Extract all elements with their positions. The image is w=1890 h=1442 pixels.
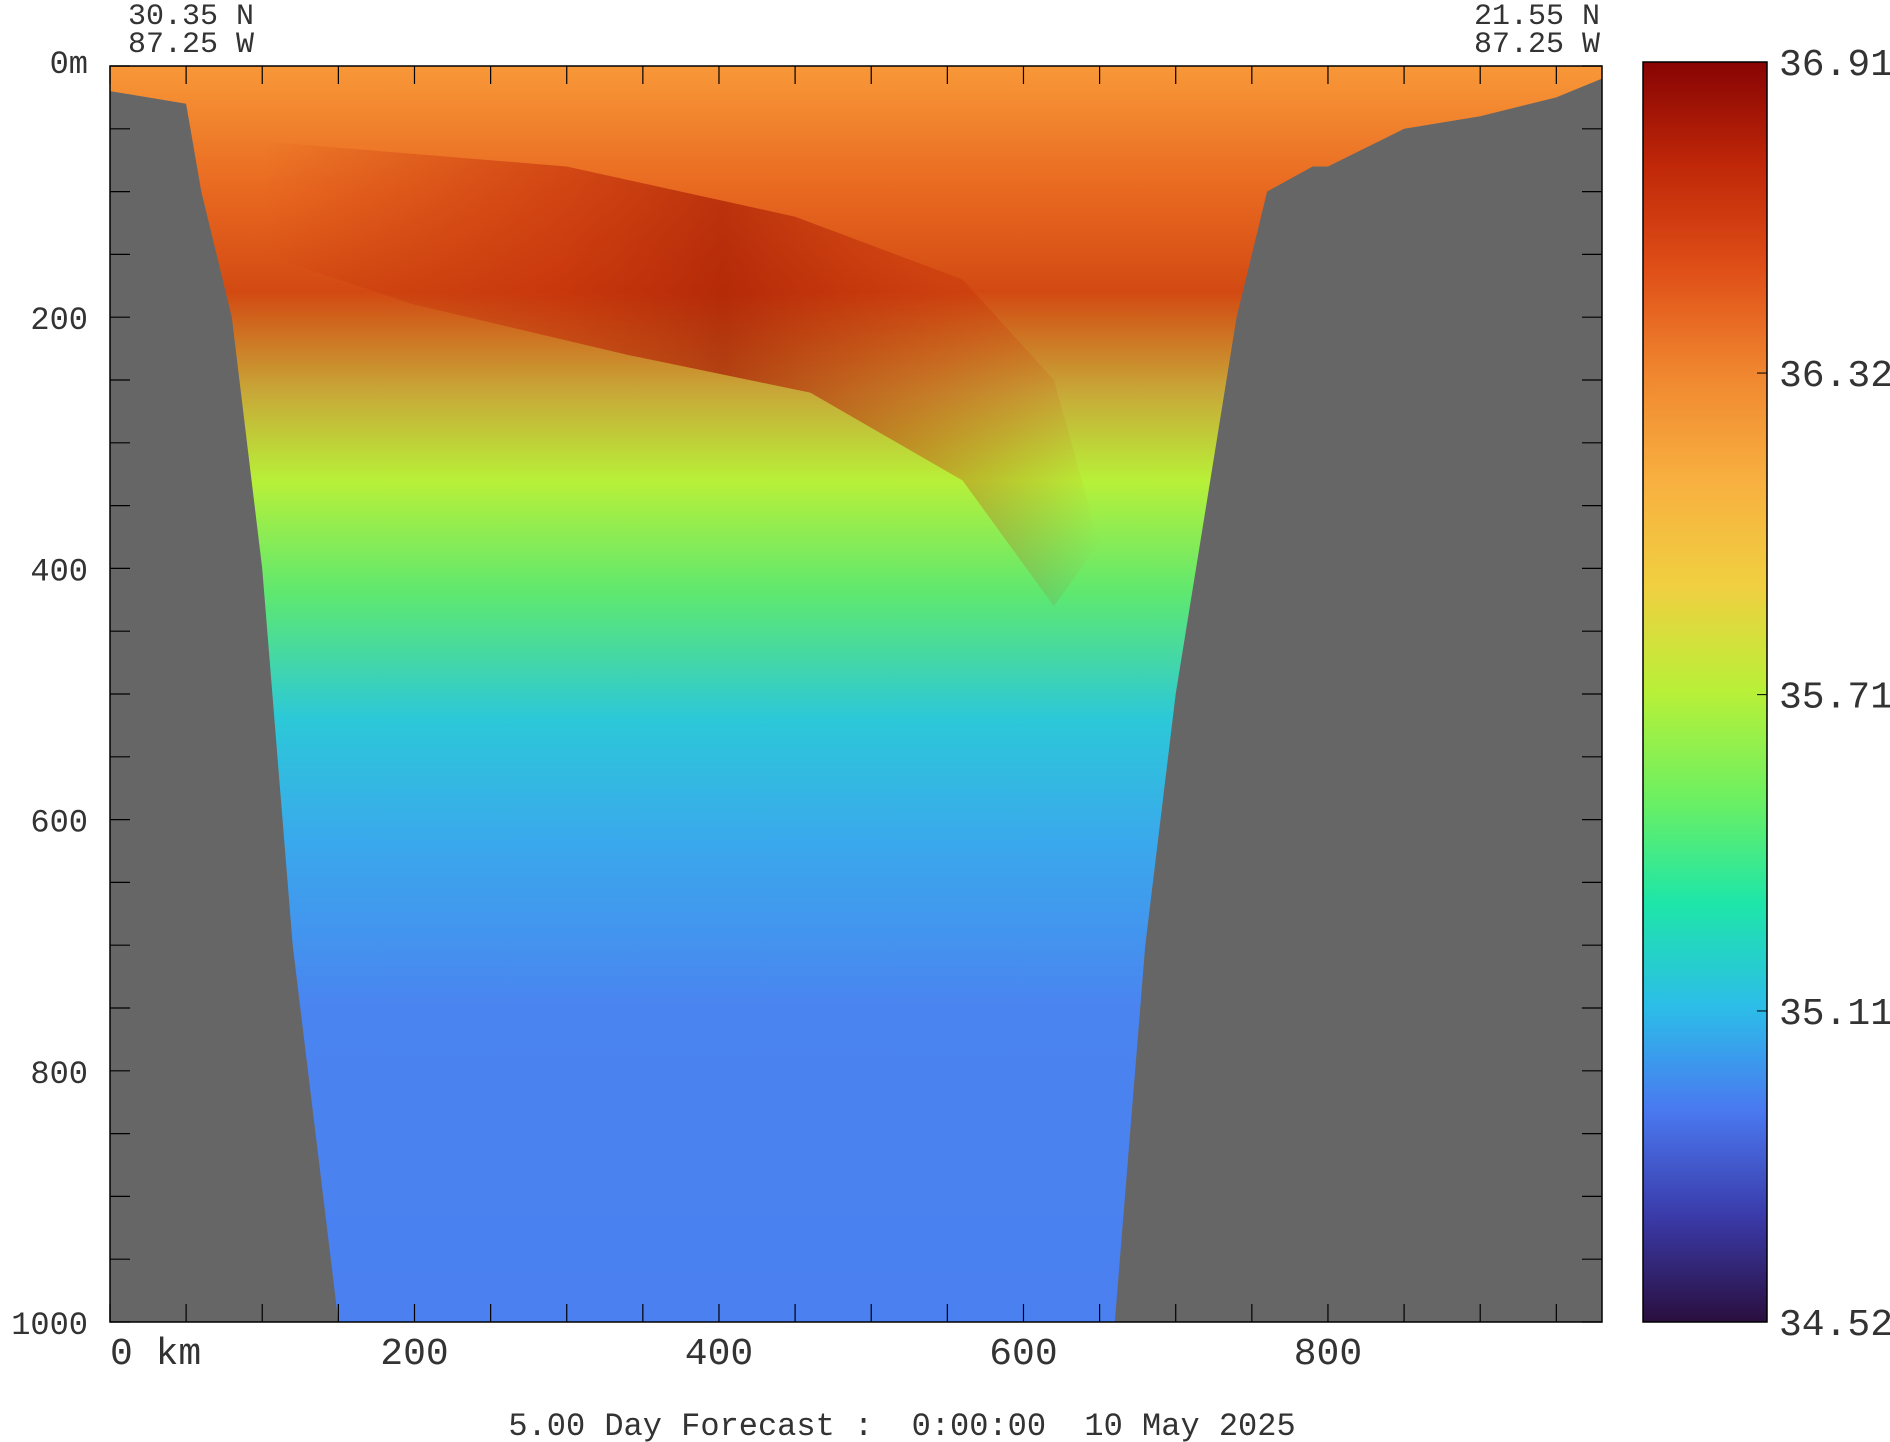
high-salinity-core (262, 141, 1100, 607)
x-tick-label: 600 (989, 1333, 1057, 1376)
y-tick-label: 600 (30, 805, 88, 842)
start-longitude-label: 87.25 W (128, 28, 254, 62)
land-mask-right (1114, 78, 1602, 1322)
colorbar-tick-label: 35.11 (1779, 993, 1890, 1036)
colorbar-tick-label: 34.52 (1779, 1304, 1890, 1347)
y-axis: 0m 200 400 600 800 1000 (11, 46, 1602, 1344)
x-axis: 0 km 200 400 600 800 (109, 66, 1557, 1376)
y-tick-label: 0m (50, 46, 88, 83)
colorbar-tick-label: 35.71 (1779, 677, 1890, 720)
colorbar-labels: 36.91 36.32 35.71 35.11 34.52 (1757, 44, 1890, 1347)
x-tick-label: 800 (1294, 1333, 1362, 1376)
colorbar (1642, 61, 1768, 1323)
y-tick-label: 200 (30, 302, 88, 339)
end-latitude-label: 21.55 N (1474, 0, 1600, 34)
x-tick-label: 0 km (110, 1333, 201, 1376)
x-tick-label: 200 (380, 1333, 448, 1376)
x-tick-label: 400 (685, 1333, 753, 1376)
colorbar-tick-label: 36.32 (1779, 355, 1890, 398)
y-tick-label: 1000 (11, 1307, 88, 1344)
land-mask-left (110, 91, 339, 1322)
colorbar-tick-label: 36.91 (1779, 44, 1890, 87)
chart-title: 5.00 Day Forecast : 0:00:00 10 May 2025 (508, 1408, 1295, 1442)
y-tick-label: 800 (30, 1056, 88, 1093)
y-tick-label: 400 (30, 553, 88, 590)
start-latitude-label: 30.35 N (128, 0, 254, 34)
end-longitude-label: 87.25 W (1474, 28, 1600, 62)
